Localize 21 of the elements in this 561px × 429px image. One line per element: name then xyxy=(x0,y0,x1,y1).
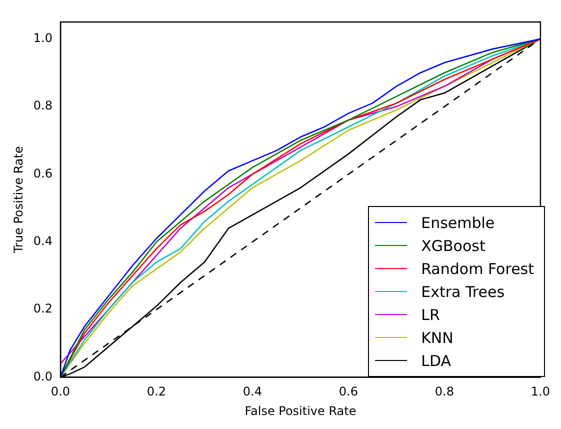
y-axis-title: True Positive Rate xyxy=(11,146,26,254)
y-tick-label: 0.8 xyxy=(33,98,52,113)
legend-label: KNN xyxy=(421,328,454,346)
y-tick-label: 1.0 xyxy=(33,31,52,46)
x-axis-title: False Positive Rate xyxy=(244,404,356,418)
x-tick-label: 1.0 xyxy=(530,384,550,399)
y-tick-label: 0.2 xyxy=(33,302,52,316)
legend-label: Random Forest xyxy=(421,260,534,278)
legend-label: XGBoost xyxy=(421,236,486,254)
legend-label: Ensemble xyxy=(421,214,495,232)
x-tick-label: 0.2 xyxy=(146,384,166,399)
x-tick-label: 0.8 xyxy=(434,384,454,399)
legend-label: LDA xyxy=(421,352,451,370)
legend-label: Extra Trees xyxy=(421,282,505,300)
y-tick-label: 0.0 xyxy=(33,369,52,384)
x-tick-label: 0.0 xyxy=(50,384,70,399)
legend-label: LR xyxy=(421,306,440,324)
y-tick-label: 0.6 xyxy=(33,166,52,180)
x-tick-label: 0.6 xyxy=(338,384,358,399)
x-tick-label: 0.4 xyxy=(242,384,262,399)
y-tick-label: 0.4 xyxy=(33,234,52,248)
